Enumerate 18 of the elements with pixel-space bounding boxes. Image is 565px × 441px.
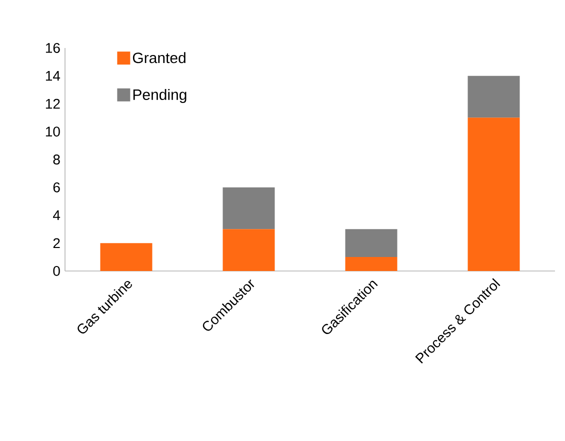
y-tick-label: 8 xyxy=(53,154,60,164)
y-tick-label: 4 xyxy=(53,210,60,220)
legend-label: Granted xyxy=(132,52,186,64)
y-tick-label: 0 xyxy=(53,266,60,276)
y-tick-label: 6 xyxy=(53,182,60,192)
legend-label: Pending xyxy=(133,88,186,103)
bar xyxy=(345,229,398,258)
y-tick-label: 2 xyxy=(53,238,60,248)
y-tick-label: 12 xyxy=(46,98,60,109)
bar xyxy=(222,229,275,271)
bar xyxy=(468,76,520,118)
bar xyxy=(100,243,152,271)
y-tick-label: 14 xyxy=(46,71,60,81)
bar xyxy=(345,257,398,271)
bar xyxy=(468,118,520,271)
bar xyxy=(222,187,275,230)
y-tick-label: 16 xyxy=(46,43,60,53)
y-tick-label: 10 xyxy=(46,126,60,137)
